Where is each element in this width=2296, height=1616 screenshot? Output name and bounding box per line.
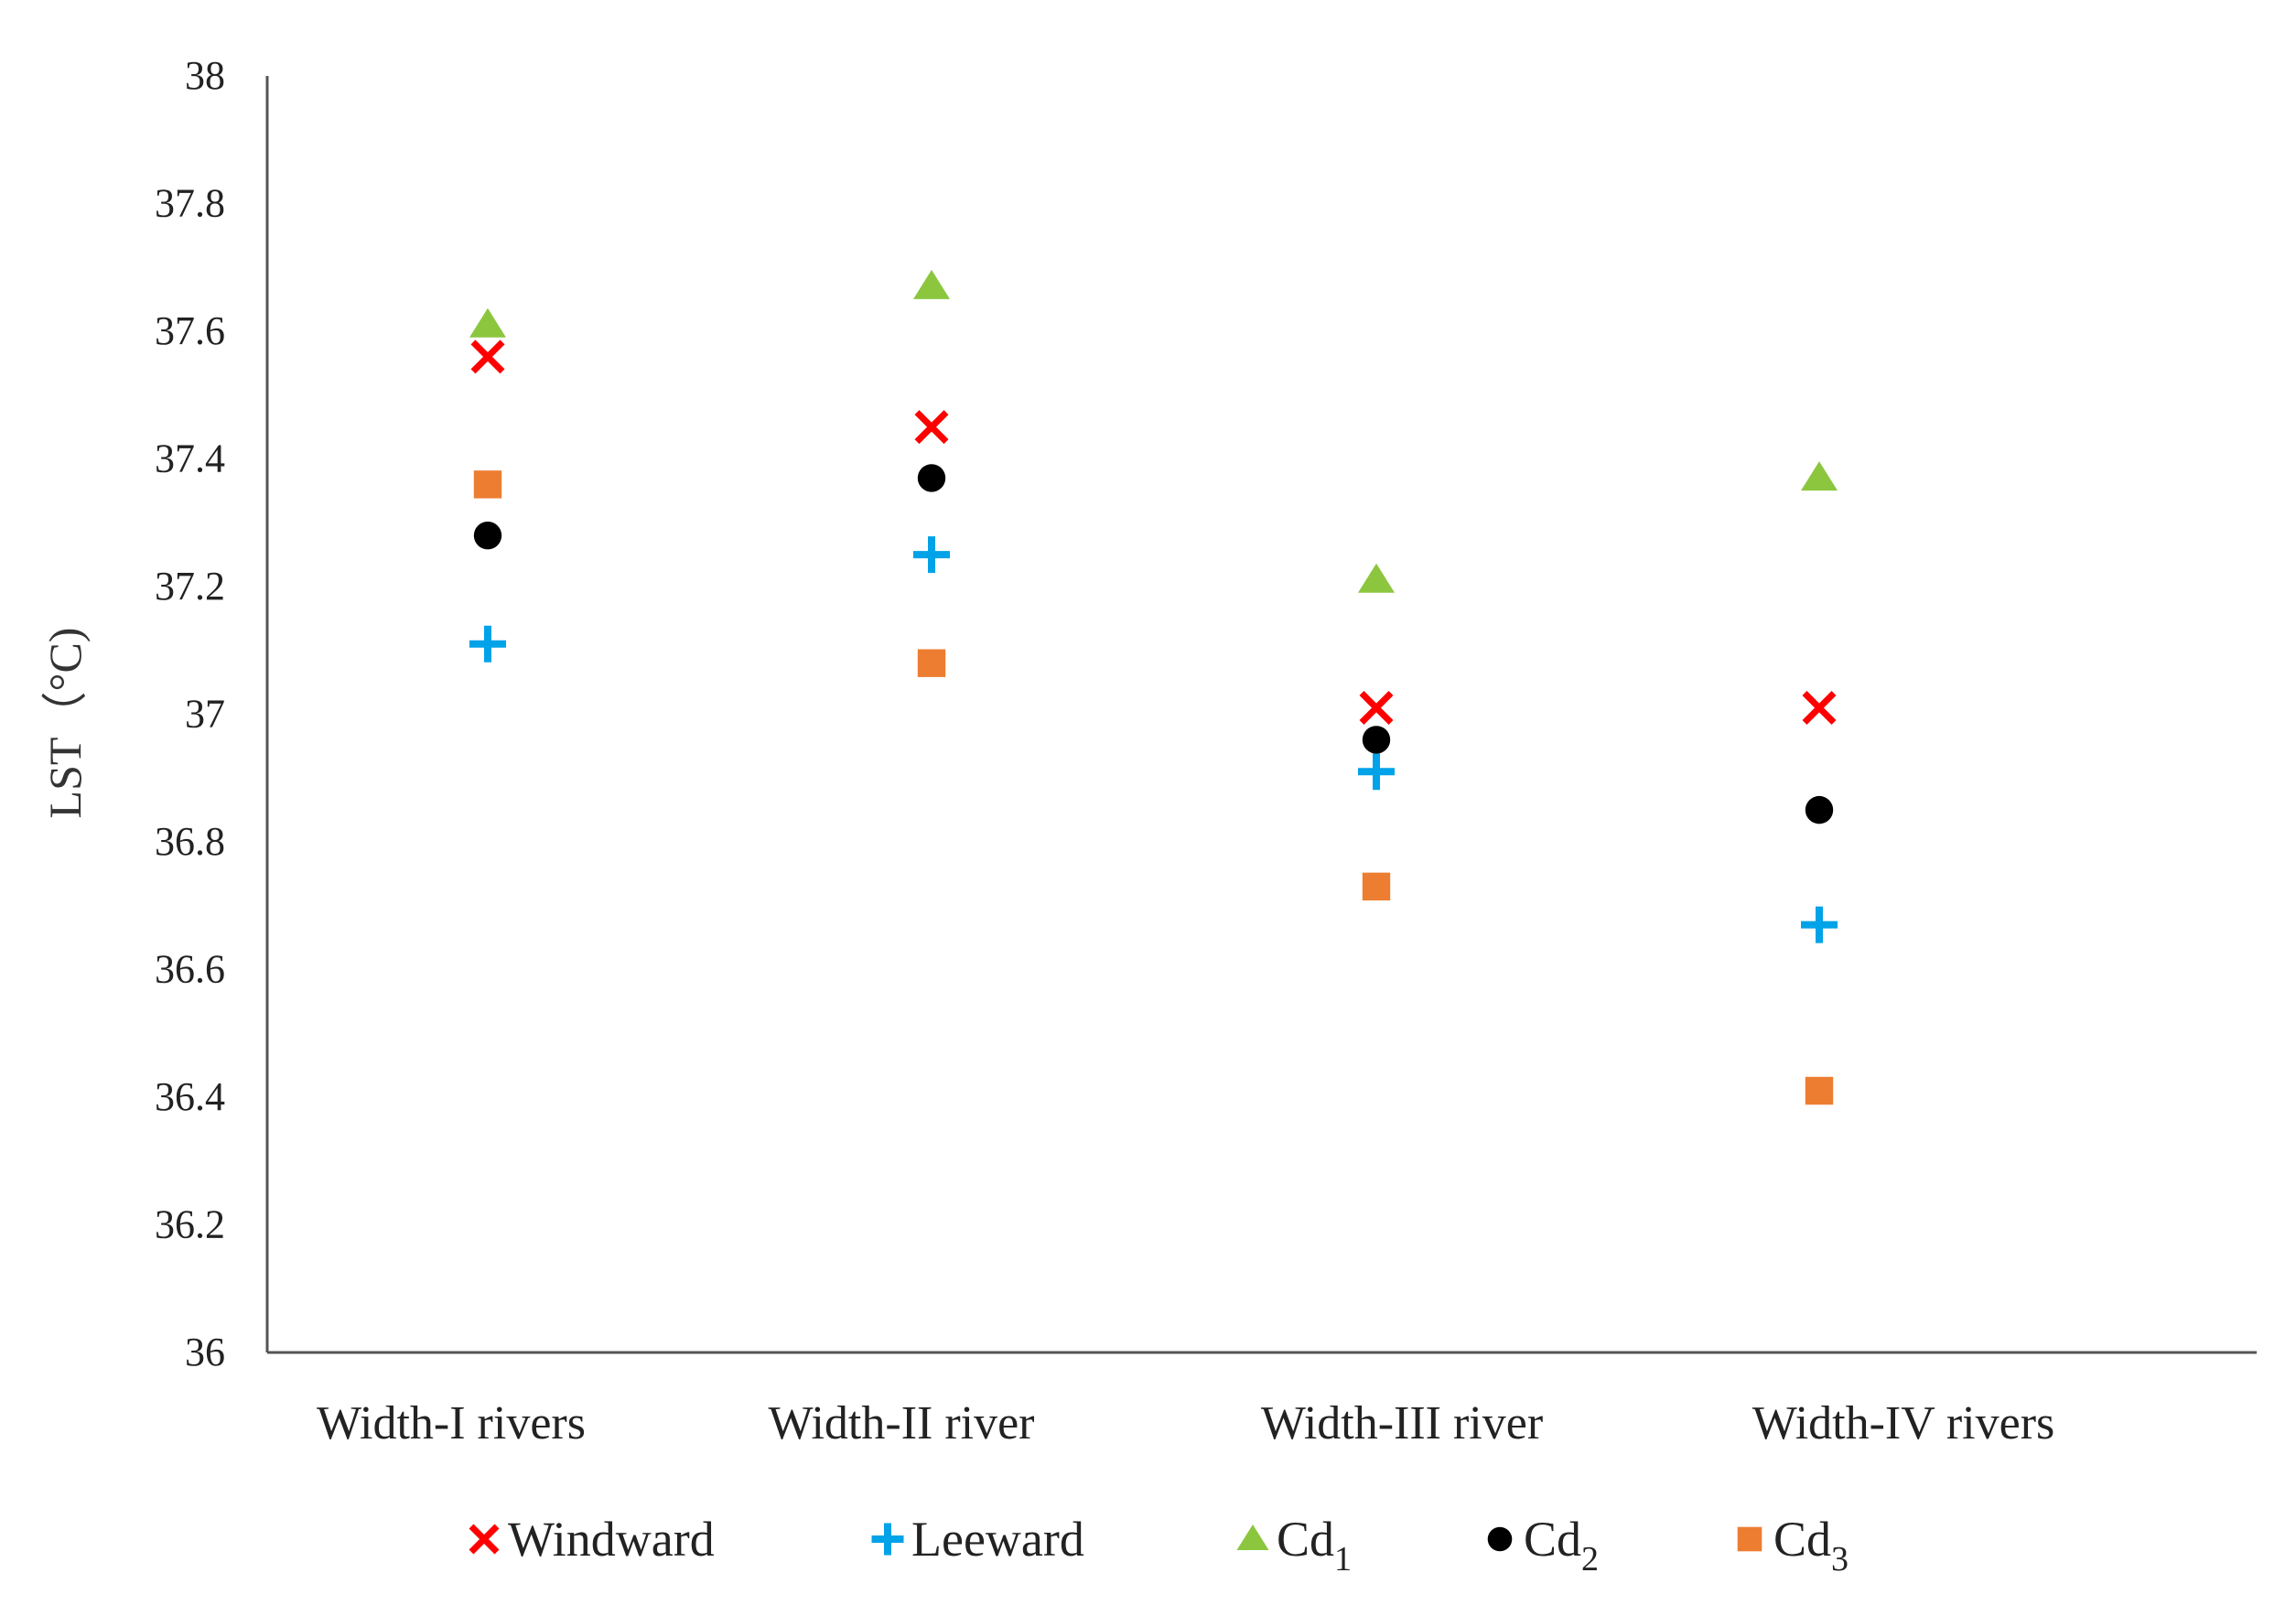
y-tick-label: 37.2	[155, 564, 225, 609]
point-windward-1	[470, 339, 505, 374]
data-points	[469, 269, 1838, 1105]
point-windward-3	[1359, 691, 1394, 725]
point-cd3-1	[473, 470, 502, 499]
point-cd1-2	[913, 269, 950, 299]
y-tick-label: 38	[185, 53, 225, 98]
x-category-label: Width-I rivers	[317, 1397, 586, 1449]
point-cd3-2	[917, 649, 946, 677]
point-cd2-4	[1805, 795, 1834, 824]
legend-marker-leeward	[871, 1523, 904, 1556]
point-leeward-2	[913, 536, 950, 574]
point-cd2-3	[1362, 726, 1391, 754]
point-cd1-3	[1358, 563, 1395, 593]
legend-label-cd3: Cd3	[1773, 1512, 1849, 1578]
x-category-label: Width-III river	[1261, 1397, 1543, 1449]
legend-label-windward: Windward	[508, 1512, 715, 1567]
point-cd1-1	[469, 307, 506, 338]
point-cd2-1	[473, 522, 502, 550]
y-tick-label: 36	[185, 1330, 225, 1374]
point-cd2-2	[917, 464, 946, 492]
point-leeward-4	[1801, 906, 1838, 943]
point-leeward-3	[1358, 753, 1395, 791]
x-category-label: Width-IV rivers	[1752, 1397, 2055, 1449]
x-axis-categories: Width-I rivers Width-II river Width-III ri…	[317, 1397, 2054, 1449]
y-tick-label: 37.6	[155, 308, 225, 353]
legend-marker-cd3	[1737, 1526, 1762, 1552]
y-tick-label: 37	[185, 692, 225, 737]
point-cd3-4	[1805, 1076, 1834, 1105]
y-tick-label: 36.8	[155, 819, 225, 864]
legend-marker-windward	[469, 1524, 500, 1555]
legend-marker-cd2	[1487, 1526, 1513, 1552]
y-tick-label: 36.6	[155, 947, 225, 992]
y-axis-ticks: 36 36.2 36.4 36.6 36.8 37 37.2 37.4 37.6 37.8 38	[155, 53, 225, 1374]
legend-label-cd1: Cd1	[1277, 1512, 1352, 1578]
y-tick-label: 37.4	[155, 436, 225, 481]
point-windward-2	[914, 410, 949, 445]
legend-label-cd2: Cd2	[1524, 1512, 1599, 1578]
point-cd1-4	[1801, 461, 1838, 491]
legend: Windward Leeward Cd1 Cd2 Cd3	[469, 1512, 1849, 1578]
point-cd3-3	[1362, 872, 1391, 901]
y-tick-label: 37.8	[155, 181, 225, 226]
point-leeward-1	[469, 625, 506, 663]
point-windward-4	[1802, 691, 1837, 725]
y-axis-title: LST（°C)	[39, 628, 91, 819]
legend-marker-cd1	[1236, 1524, 1269, 1550]
y-tick-label: 36.2	[155, 1202, 225, 1247]
x-category-label: Width-II river	[768, 1397, 1034, 1449]
legend-label-leeward: Leeward	[911, 1512, 1084, 1567]
y-tick-label: 36.4	[155, 1074, 225, 1119]
